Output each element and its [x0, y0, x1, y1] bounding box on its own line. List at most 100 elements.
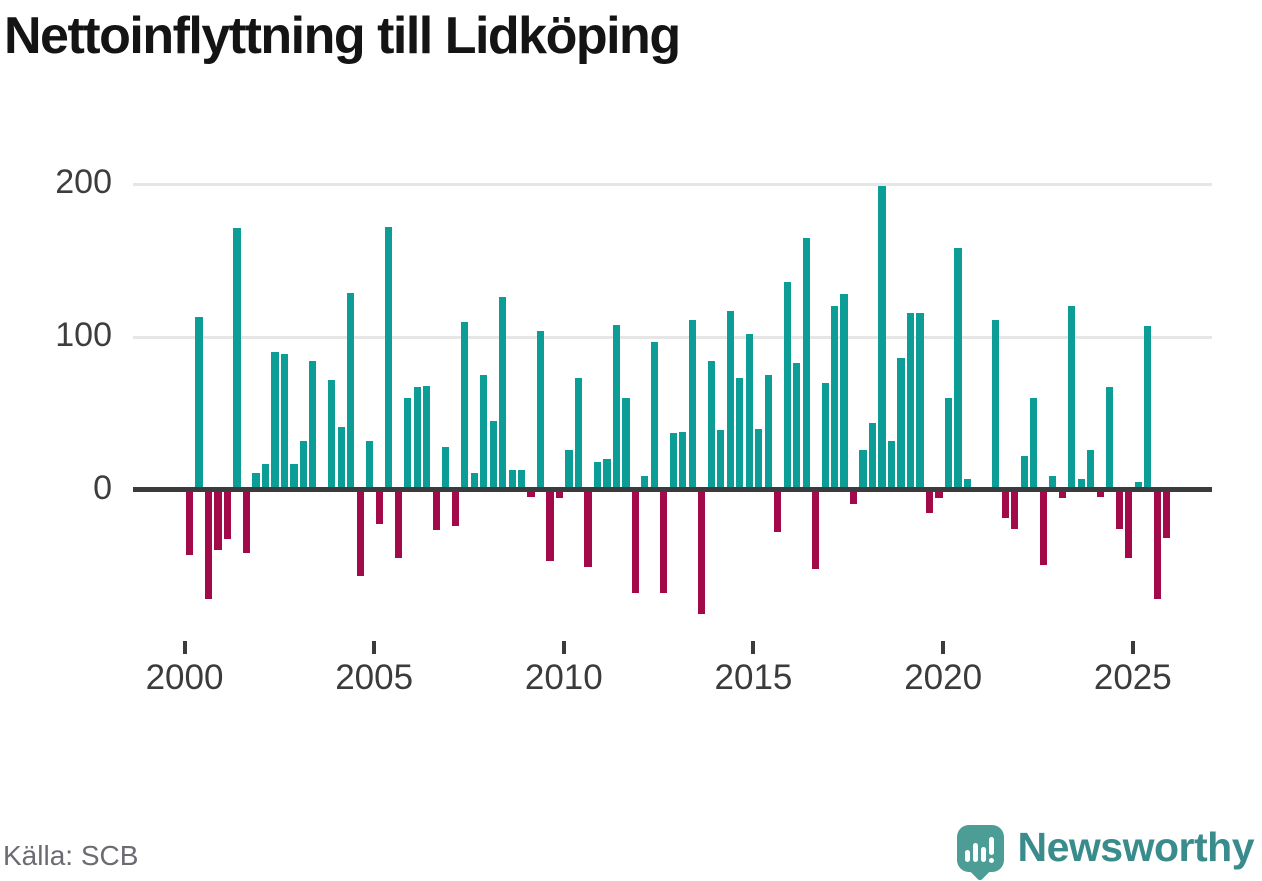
bar-2008-Q3 — [508, 470, 516, 490]
bar-2003-Q4 — [328, 379, 336, 490]
bar-2014-Q4 — [745, 333, 753, 490]
bar-2016-Q3 — [812, 492, 820, 569]
bar-2017-Q2 — [840, 294, 848, 490]
exclamation-bar — [988, 836, 994, 855]
bar-2023-Q1 — [1058, 492, 1066, 499]
x-axis-label-2020: 2020 — [904, 658, 983, 697]
bar-2016-Q1 — [793, 363, 801, 490]
bar-2013-Q2 — [688, 320, 696, 490]
bar-2018-Q2 — [878, 185, 886, 490]
bar-2025-Q4 — [1163, 492, 1171, 538]
bar-2000-Q1 — [186, 492, 194, 555]
bar-2025-Q3 — [1153, 492, 1161, 600]
bar-2006-Q1 — [413, 387, 421, 490]
bar-2005-Q4 — [404, 398, 412, 490]
bar-2021-Q4 — [1011, 492, 1019, 529]
bar-2018-Q4 — [897, 358, 905, 490]
bar-2005-Q1 — [375, 492, 383, 525]
bar-2011-Q2 — [612, 324, 621, 490]
newsworthy-speech-bubble-chart-icon — [956, 824, 1004, 881]
bar-2023-Q2 — [1068, 306, 1076, 490]
x-axis-label-2000: 2000 — [145, 658, 224, 697]
bar-2004-Q1 — [337, 427, 345, 490]
bar-2006-Q2 — [423, 385, 431, 490]
bar-2010-Q3 — [584, 492, 592, 567]
bar-2010-Q4 — [593, 462, 602, 490]
y-axis-label-0: 0 — [93, 468, 112, 507]
x-tick-2020 — [941, 641, 946, 654]
bar-2017-Q3 — [849, 492, 858, 505]
bar-2000-Q3 — [204, 492, 213, 600]
bar-2011-Q3 — [622, 398, 630, 490]
bar-2004-Q2 — [347, 292, 355, 490]
bar-2025-Q1 — [1134, 482, 1142, 490]
zero-baseline-axis — [133, 487, 1212, 492]
bar-2001-Q2 — [233, 228, 241, 490]
speech-bubble-tail — [968, 858, 991, 881]
bar-2007-Q3 — [470, 473, 478, 490]
bar-2009-Q4 — [555, 492, 564, 499]
x-tick-2015 — [751, 641, 756, 654]
bar-2003-Q1 — [299, 441, 307, 490]
bar-2000-Q2 — [195, 317, 203, 490]
bar-2019-Q3 — [925, 492, 934, 514]
bar-2004-Q4 — [366, 441, 374, 490]
bar-2007-Q2 — [461, 321, 469, 490]
x-tick-2010 — [561, 641, 566, 654]
bar-2009-Q1 — [527, 492, 535, 497]
bar-2013-Q3 — [698, 492, 706, 615]
bar-2016-Q4 — [821, 382, 829, 490]
bar-2024-Q1 — [1096, 492, 1104, 497]
y-axis-label-100: 100 — [55, 315, 112, 354]
bar-2022-Q4 — [1049, 476, 1057, 490]
bar-2021-Q3 — [1001, 492, 1009, 518]
bar-2017-Q4 — [859, 450, 867, 490]
bar-2000-Q4 — [214, 492, 222, 551]
bar-2012-Q3 — [660, 492, 668, 593]
bar-2002-Q3 — [280, 353, 289, 490]
bar-2007-Q1 — [451, 492, 459, 526]
bar-2019-Q2 — [916, 312, 924, 490]
bar-2016-Q2 — [802, 237, 810, 490]
bar-2002-Q4 — [290, 463, 298, 490]
x-axis-label-2015: 2015 — [714, 658, 793, 697]
bar-2024-Q3 — [1115, 492, 1123, 529]
bar-2012-Q4 — [669, 433, 677, 490]
bar-2024-Q2 — [1106, 387, 1114, 490]
gridline-200 — [133, 183, 1212, 186]
bar-2014-Q3 — [736, 378, 744, 490]
bar-2011-Q1 — [603, 459, 611, 490]
bar-2009-Q2 — [536, 330, 545, 490]
bar-2015-Q4 — [783, 281, 791, 490]
chart-title: Nettoinflyttning till Lidköping — [4, 7, 681, 65]
exclamation-dot — [988, 857, 994, 863]
bar-2015-Q1 — [755, 428, 763, 490]
bar-2009-Q3 — [546, 492, 554, 561]
bar-2018-Q1 — [868, 422, 877, 490]
bar-2003-Q2 — [309, 361, 317, 490]
bar-2022-Q2 — [1030, 398, 1038, 490]
bar-2017-Q1 — [831, 306, 839, 490]
bar-2019-Q4 — [935, 492, 943, 499]
bar-2021-Q2 — [992, 320, 1000, 490]
bar-2025-Q2 — [1144, 326, 1152, 490]
bar-2020-Q1 — [944, 398, 953, 490]
bar-2023-Q3 — [1077, 479, 1085, 490]
bar-2013-Q4 — [707, 361, 715, 490]
bar-2010-Q2 — [574, 378, 583, 490]
bar-2011-Q4 — [631, 492, 639, 593]
newsworthy-wordmark: Newsworthy — [1017, 823, 1255, 870]
bar-2004-Q3 — [356, 492, 364, 577]
bar-2007-Q4 — [480, 375, 488, 490]
bar-2020-Q3 — [963, 479, 971, 490]
bar-2022-Q1 — [1020, 456, 1028, 490]
bar-2001-Q3 — [242, 492, 251, 554]
bar-2008-Q4 — [517, 470, 526, 490]
bar-2015-Q2 — [764, 375, 772, 490]
bar-2023-Q4 — [1087, 450, 1095, 490]
x-tick-2000 — [182, 641, 187, 654]
bar-2005-Q2 — [385, 226, 393, 490]
bar-2024-Q4 — [1125, 492, 1133, 558]
x-tick-2005 — [372, 641, 377, 654]
bar-2013-Q1 — [679, 431, 687, 490]
